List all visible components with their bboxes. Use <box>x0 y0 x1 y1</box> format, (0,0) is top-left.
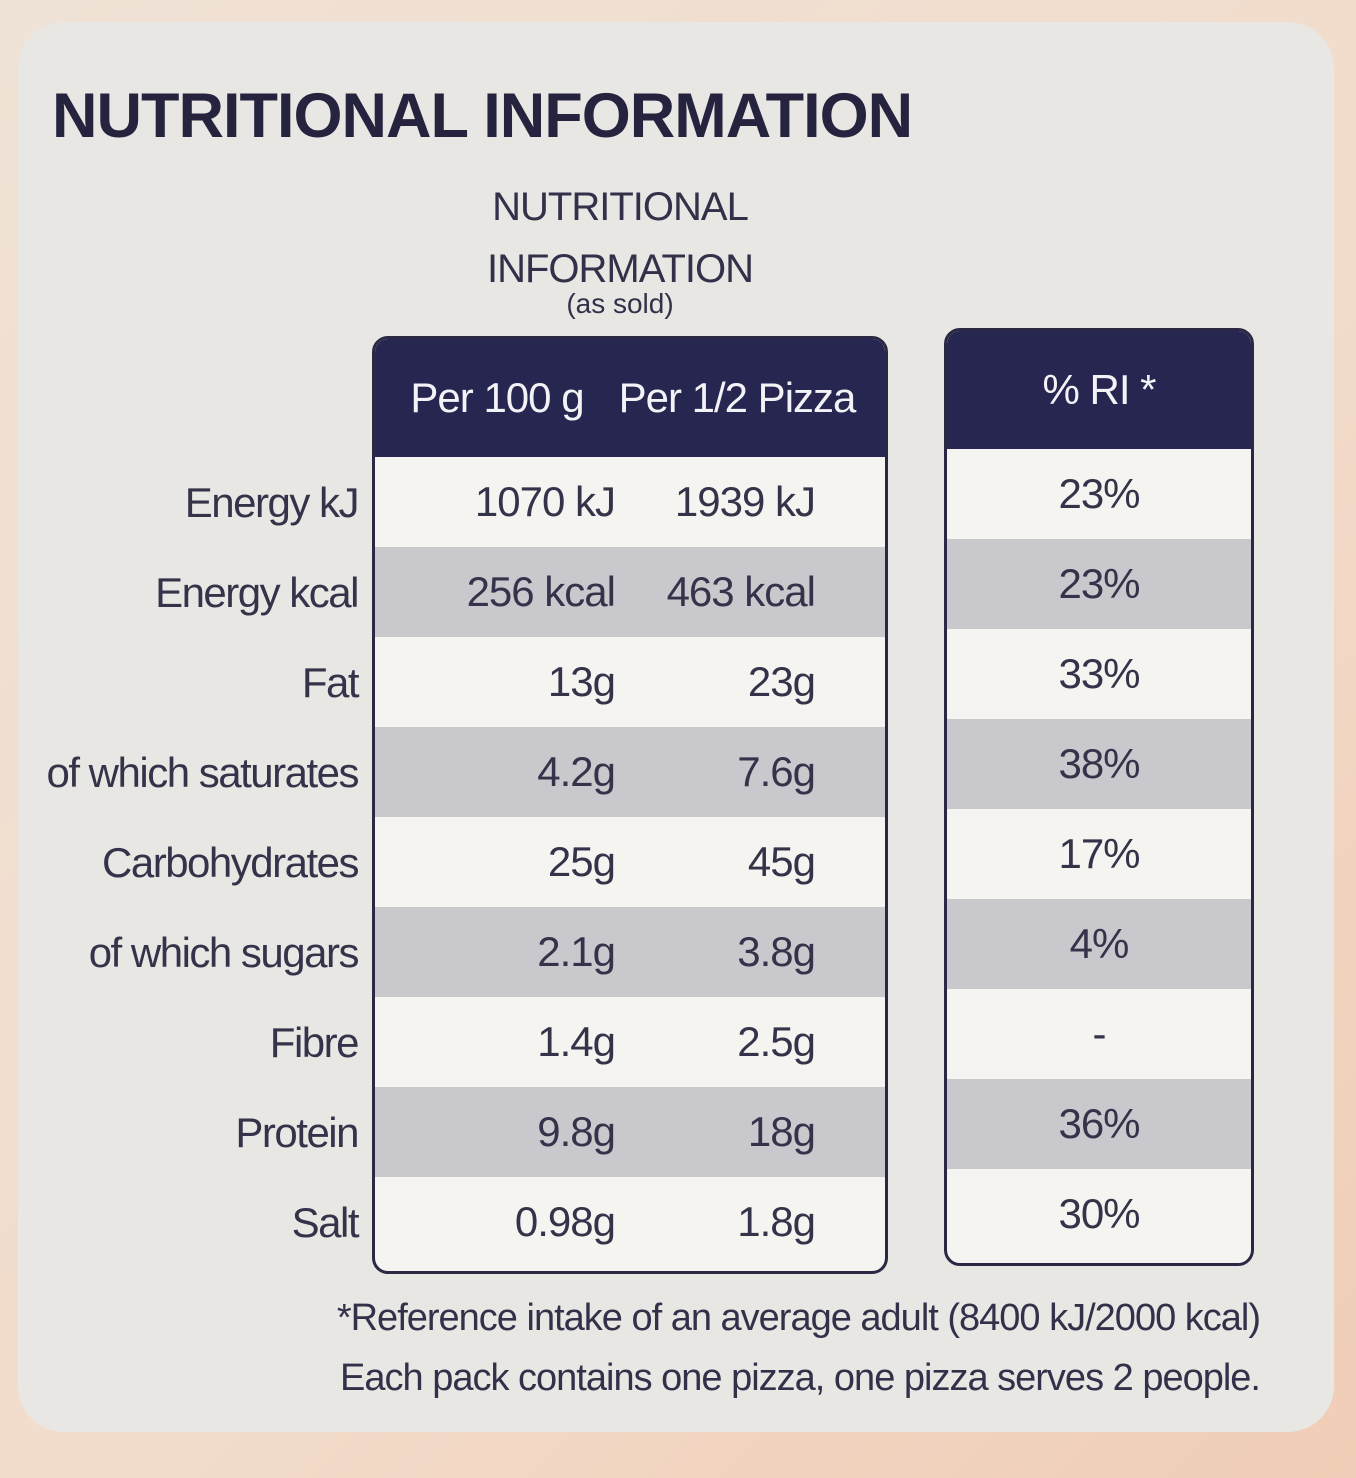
subtitle-note: (as sold) <box>566 288 674 319</box>
table-row: 13g 23g <box>375 637 885 727</box>
footnote-servings: Each pack contains one pizza, one pizza … <box>340 1357 1261 1399</box>
row-label: Protein <box>235 1109 359 1156</box>
ri-value: - <box>1092 1010 1107 1057</box>
ri-value: 23% <box>1058 560 1140 607</box>
ri-value: 36% <box>1058 1100 1140 1147</box>
per-half-pizza-value: 23g <box>747 658 816 705</box>
subtitle-line-2: INFORMATION <box>486 247 754 291</box>
table-row: 25g 45g <box>375 817 885 907</box>
ri-value: 33% <box>1058 650 1140 697</box>
row-label: Energy kcal <box>155 569 359 616</box>
per-half-pizza-value: 463 kcal <box>666 568 816 615</box>
row-label: of which saturates <box>46 749 359 796</box>
values-table: Per 100 g Per 1/2 Pizza 1070 kJ 1939 kJ … <box>372 336 888 1274</box>
table-row: 4% <box>947 899 1251 989</box>
per-100g-value: 4.2g <box>537 748 616 795</box>
table-subtitle: NUTRITIONAL INFORMATION <box>440 176 800 300</box>
ri-value: 23% <box>1058 470 1140 517</box>
ri-value: 30% <box>1058 1190 1140 1237</box>
header-per-half-pizza: Per 1/2 Pizza <box>618 374 857 421</box>
table-row: 23% <box>947 539 1251 629</box>
table-row: 30% <box>947 1169 1251 1259</box>
page-title: NUTRITIONAL INFORMATION <box>52 81 913 151</box>
per-half-pizza-value: 3.8g <box>737 928 816 975</box>
per-half-pizza-value: 7.6g <box>737 748 816 795</box>
table-row: 38% <box>947 719 1251 809</box>
footnote: *Reference intake of an average adult (8… <box>150 1288 1261 1408</box>
table-row: 0.98g 1.8g <box>375 1177 885 1267</box>
per-half-pizza-value: 2.5g <box>737 1018 816 1065</box>
footnote-reference-intake: *Reference intake of an average adult (8… <box>336 1297 1261 1339</box>
header-ri: % RI * <box>1042 366 1156 413</box>
per-100g-value: 13g <box>547 658 616 705</box>
ri-table-header: % RI * <box>947 331 1251 449</box>
per-100g-value: 2.1g <box>537 928 616 975</box>
table-row: - <box>947 989 1251 1079</box>
table-row: 2.1g 3.8g <box>375 907 885 997</box>
table-row: 1070 kJ 1939 kJ <box>375 457 885 547</box>
per-100g-value: 1070 kJ <box>474 478 616 525</box>
row-labels: Energy kJ Energy kcal Fat of which satur… <box>40 458 360 1268</box>
per-half-pizza-value: 1.8g <box>737 1198 816 1245</box>
per-100g-value: 0.98g <box>514 1198 616 1245</box>
row-label: Fat <box>301 659 360 706</box>
ri-value: 38% <box>1058 740 1140 787</box>
row-label: of which sugars <box>88 929 360 976</box>
row-label: Fibre <box>269 1019 360 1066</box>
values-table-header: Per 100 g Per 1/2 Pizza <box>375 339 885 457</box>
table-row: 33% <box>947 629 1251 719</box>
per-100g-value: 25g <box>547 838 616 885</box>
ri-value: 17% <box>1058 830 1140 877</box>
table-row: 9.8g 18g <box>375 1087 885 1177</box>
per-100g-value: 1.4g <box>537 1018 616 1065</box>
table-row: 36% <box>947 1079 1251 1169</box>
table-row: 23% <box>947 449 1251 539</box>
per-100g-value: 9.8g <box>537 1108 616 1155</box>
per-half-pizza-value: 45g <box>747 838 816 885</box>
table-row: 4.2g 7.6g <box>375 727 885 817</box>
per-half-pizza-value: 18g <box>747 1108 816 1155</box>
per-half-pizza-value: 1939 kJ <box>674 478 816 525</box>
table-row: 17% <box>947 809 1251 899</box>
table-row: 256 kcal 463 kcal <box>375 547 885 637</box>
row-label: Carbohydrates <box>102 839 359 886</box>
header-per-100g: Per 100 g <box>410 374 584 421</box>
ri-value: 4% <box>1069 920 1130 967</box>
row-label: Salt <box>291 1199 360 1246</box>
table-row: 1.4g 2.5g <box>375 997 885 1087</box>
ri-table: % RI * 23% 23% 33% 38% 17% 4% - 36% 30% <box>944 328 1254 1266</box>
row-label: Energy kJ <box>184 479 360 526</box>
per-100g-value: 256 kcal <box>466 568 616 615</box>
subtitle-line-1: NUTRITIONAL <box>492 185 749 229</box>
